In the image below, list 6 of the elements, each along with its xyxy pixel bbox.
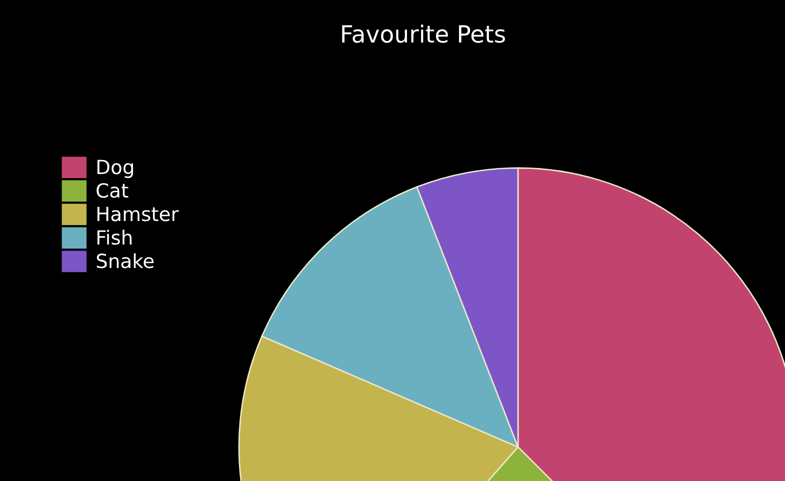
legend-label: Snake bbox=[96, 253, 154, 268]
legend-label: Dog bbox=[97, 160, 133, 178]
chart-title: Favourite Pets bbox=[342, 24, 505, 43]
legend-label: Hamster bbox=[97, 206, 179, 222]
legend-label: Cat bbox=[96, 183, 128, 198]
legend-label: Fish bbox=[97, 230, 132, 245]
